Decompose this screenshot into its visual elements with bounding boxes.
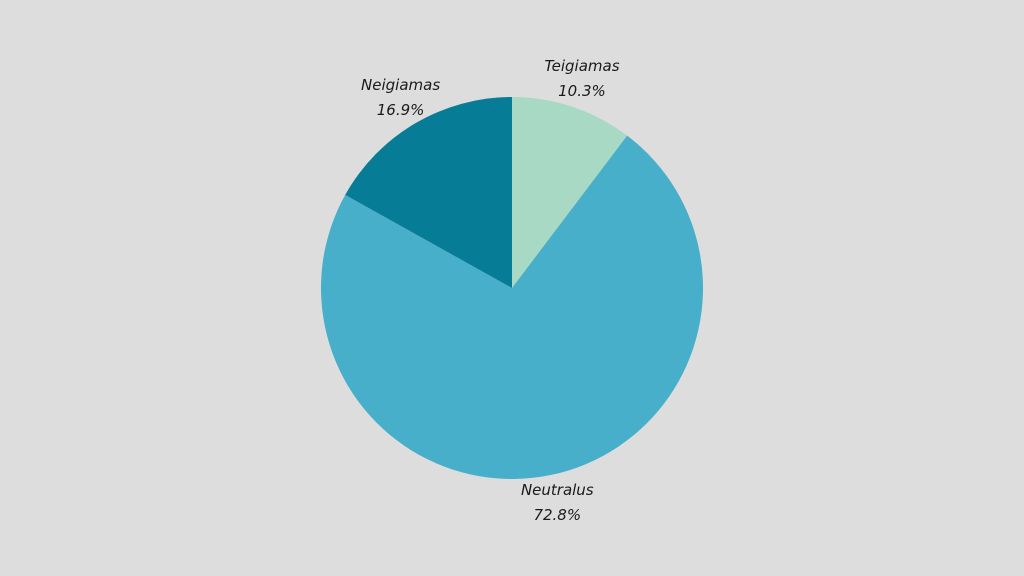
slice-value-label: 16.9% [377,101,425,119]
slice-label: Teigiamas [544,57,619,75]
pie-slice [321,135,703,479]
slice-value-label: 10.3% [558,82,606,100]
slice-label: Neutralus [521,481,594,499]
slice-value-label: 72.8% [533,506,581,524]
slice-label: Neigiamas [361,76,440,94]
pie-slice [345,97,512,288]
pie-slice [512,97,628,288]
